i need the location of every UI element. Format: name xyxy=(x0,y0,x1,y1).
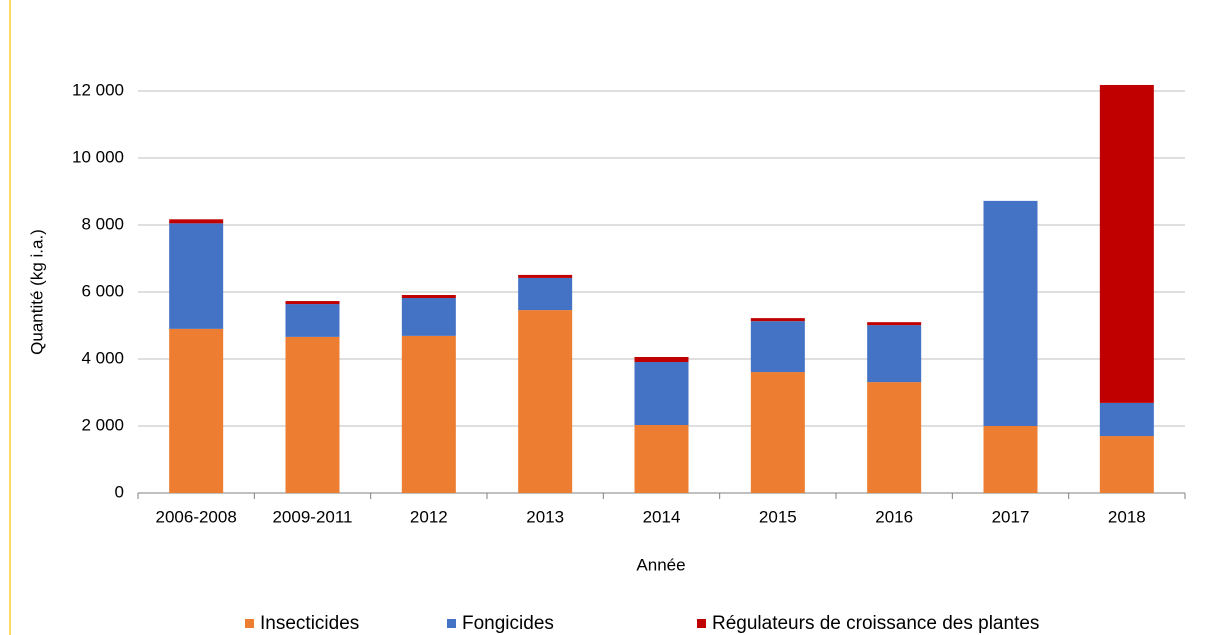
bar-segment xyxy=(518,310,573,493)
bar-segment xyxy=(518,277,573,311)
bar-segment xyxy=(401,335,456,493)
bar-segment xyxy=(169,219,224,224)
legend-marker xyxy=(697,619,706,628)
bar-segment xyxy=(401,295,456,299)
bar-segment xyxy=(518,274,573,278)
bar-segment xyxy=(169,223,224,329)
bar-segment xyxy=(1099,436,1154,493)
legend-label: Fongicides xyxy=(462,613,554,634)
bar-segment xyxy=(285,304,340,337)
bar-segment xyxy=(867,382,922,493)
bar-segment xyxy=(1099,84,1154,403)
bar-segment xyxy=(983,426,1038,493)
bar-segment xyxy=(750,372,805,493)
y-tick-label: 8 000 xyxy=(81,214,124,233)
x-tick-label: 2015 xyxy=(759,507,797,526)
bar-segment xyxy=(634,356,689,363)
x-tick-label: 2006-2008 xyxy=(156,507,237,526)
bar-segment xyxy=(983,200,1038,426)
y-tick-label: 0 xyxy=(115,482,124,501)
legend-label: Insecticides xyxy=(260,613,359,634)
bar-segment xyxy=(867,325,922,383)
bar-segment xyxy=(169,328,224,493)
x-tick-label: 2014 xyxy=(643,507,681,526)
x-tick-label: 2016 xyxy=(875,507,913,526)
bar-segment xyxy=(634,362,689,425)
bar-segment xyxy=(750,321,805,373)
y-tick-label: 12 000 xyxy=(72,80,124,99)
bar-segment xyxy=(285,336,340,493)
x-tick-label: 2018 xyxy=(1108,507,1146,526)
bar-segment xyxy=(401,298,456,336)
bar-segment xyxy=(750,318,805,322)
bar-segment xyxy=(634,424,689,493)
x-tick-label: 2009-2011 xyxy=(272,507,352,526)
x-tick-label: 2012 xyxy=(410,507,448,526)
y-tick-label: 4 000 xyxy=(81,348,124,367)
bar-segment xyxy=(1099,402,1154,437)
x-tick-label: 2013 xyxy=(526,507,564,526)
legend-label: Régulateurs de croissance des plantes xyxy=(712,613,1039,634)
y-tick-label: 10 000 xyxy=(72,147,124,166)
x-tick-label: 2017 xyxy=(992,507,1030,526)
y-tick-label: 6 000 xyxy=(81,281,124,300)
legend-marker xyxy=(245,619,254,628)
bar-segment xyxy=(285,301,340,305)
y-tick-label: 2 000 xyxy=(81,415,124,434)
legend-marker xyxy=(447,619,456,628)
x-axis-label: Année xyxy=(636,555,685,574)
bar-segment xyxy=(867,322,922,326)
y-axis-label: Quantité (kg i.a.) xyxy=(27,229,46,355)
